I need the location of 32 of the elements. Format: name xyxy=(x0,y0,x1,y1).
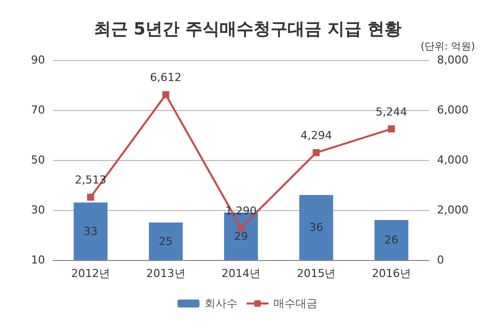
chart-title: 최근 5년간 주식매수청구대금 지급 현황 xyxy=(94,20,402,40)
x-tick-label: 2016년 xyxy=(372,267,411,280)
point xyxy=(87,194,94,201)
y-tick-label: 50 xyxy=(31,154,45,166)
point xyxy=(238,224,244,232)
text: (단위: 억원) xyxy=(420,42,476,52)
x-tick-label: 2012년 xyxy=(71,267,110,280)
point xyxy=(312,149,320,156)
y-tick-label: 30 xyxy=(31,204,45,216)
legend-label: 매수대금 xyxy=(274,297,318,310)
data-label: 6,612 xyxy=(150,71,182,84)
point xyxy=(388,125,395,132)
data-label: 33 xyxy=(84,224,98,238)
data-label: 29 xyxy=(234,230,248,243)
y2-tick-label: 2,000 xyxy=(437,204,468,216)
y2-tick-label: 4,000 xyxy=(437,154,468,166)
data-label: 36 xyxy=(309,221,324,234)
point xyxy=(162,91,170,98)
data-label: 26 xyxy=(384,234,398,246)
y-tick-label: 90 xyxy=(31,54,45,66)
y2-tick-label: 8,000 xyxy=(437,54,468,66)
y2-tick-label: 6,000 xyxy=(437,104,468,116)
x-tick-label: 2015년 xyxy=(296,267,336,280)
y-tick-label: 10 xyxy=(31,254,45,266)
data-label: 25 xyxy=(158,234,173,248)
x-tick-label: 2013년 xyxy=(146,267,186,280)
y-tick-label: 70 xyxy=(31,104,45,116)
data-label: 5,244 xyxy=(376,105,408,118)
x-tick-label: 2014년 xyxy=(222,267,260,280)
y2-tick-label: 0 xyxy=(437,254,444,266)
data-label: 4,294 xyxy=(300,129,332,142)
legend-label: 회사수 xyxy=(204,297,238,310)
